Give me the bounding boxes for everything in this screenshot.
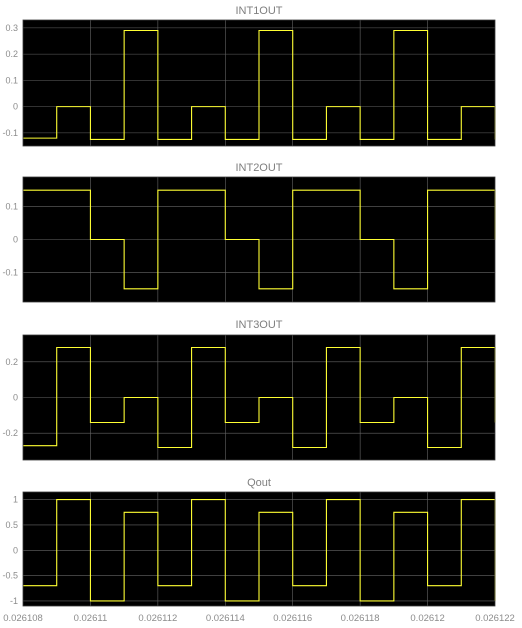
plot-frame	[22, 491, 496, 607]
plot-frame	[22, 334, 496, 461]
y-tick-label: 0.3	[5, 23, 18, 33]
y-tick-label: 0	[13, 545, 18, 555]
signal-trace-int2out	[23, 189, 496, 290]
panel-title: INT1OUT	[235, 5, 282, 17]
y-tick-label: 0	[13, 393, 18, 403]
x-tick-label: 0.026114	[206, 613, 245, 624]
x-tick-label: 0.026112	[138, 613, 177, 624]
x-tick-label: 0.02611	[74, 613, 108, 624]
y-tick-label: 0	[13, 235, 18, 245]
y-tick-label: 0.1	[5, 202, 18, 212]
scope-panel-1: INT1OUT 0.3 0.2 0.1 0 -0.1	[2, 5, 496, 147]
signal-trace-int3out	[23, 346, 496, 449]
plot-frame	[22, 176, 496, 303]
x-tick-label: 0.026116	[273, 613, 312, 624]
plot-frame	[22, 19, 496, 147]
y-tick-label: -0.2	[2, 428, 18, 438]
y-tick-label: 1	[13, 495, 18, 505]
panel-title: Qout	[247, 477, 271, 489]
x-tick-label: 0.026122	[475, 613, 515, 624]
y-tick-label: -0.5	[2, 571, 18, 581]
panel-title: INT2OUT	[235, 162, 282, 174]
x-tick-label: 0.026118	[341, 613, 380, 624]
x-tick-label: 0.02612	[410, 613, 444, 624]
y-tick-label: 0.5	[5, 520, 18, 530]
y-tick-label: -0.1	[2, 267, 18, 277]
x-tick-label: 0.026108	[3, 613, 43, 624]
y-tick-label: -1	[10, 596, 18, 606]
y-tick-label: -0.1	[2, 128, 18, 138]
scope-panel-2: INT2OUT 0.1 0 -0.1	[2, 162, 496, 303]
signal-trace-int1out	[23, 29, 496, 140]
signal-trace-qout	[23, 499, 496, 602]
y-tick-label: 0.2	[5, 49, 18, 59]
y-tick-label: 0.1	[5, 75, 18, 85]
scope-panel-3: INT3OUT 0.2 0 -0.2	[2, 319, 496, 461]
panel-title: INT3OUT	[235, 319, 282, 331]
y-tick-label: 0	[13, 102, 18, 112]
y-tick-label: 0.2	[5, 357, 18, 367]
scope-panel-4: Qout 1 0.5 0 -0.5 -1 0.026108 0.02611 0.026112 0.…	[2, 477, 514, 624]
